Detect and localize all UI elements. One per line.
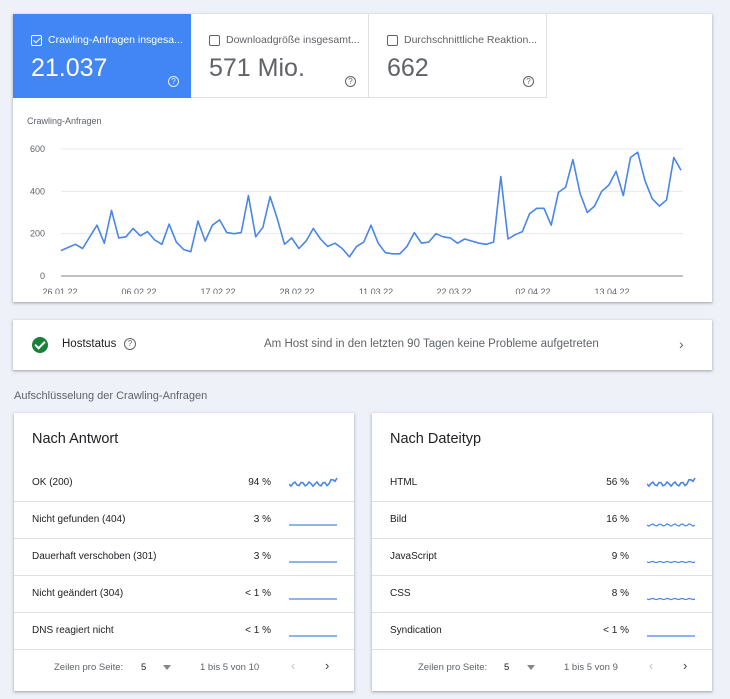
- prev-page-icon[interactable]: ‹: [291, 658, 296, 673]
- rows-per-page-label: Zeilen pro Seite:: [54, 662, 124, 673]
- chevron-right-icon[interactable]: ›: [679, 336, 684, 352]
- sparkline: [647, 477, 696, 488]
- x-tick-label: 13.04.22: [594, 287, 629, 294]
- sparkline: [289, 598, 337, 600]
- y-tick-label: 400: [30, 186, 45, 196]
- row-label: Bild: [390, 514, 407, 525]
- x-tick-label: 11.03.22: [359, 287, 393, 294]
- table-row[interactable]: OK (200) 94 %: [14, 465, 354, 502]
- sparkline: [647, 523, 696, 527]
- row-percentage: 8 %: [611, 588, 629, 599]
- help-icon[interactable]: ?: [124, 338, 136, 350]
- checkbox-checked-icon[interactable]: [31, 34, 42, 46]
- x-tick-label: 06.02.22: [121, 287, 156, 294]
- metric-value: 571 Mio.: [209, 54, 305, 82]
- table-row[interactable]: DNS reagiert nicht < 1 %: [14, 613, 354, 650]
- rows-per-page-select[interactable]: 5: [504, 662, 510, 673]
- host-status-row[interactable]: Hoststatus ? Am Host sind in den letzten…: [13, 320, 712, 370]
- rows-per-page-select[interactable]: 5: [141, 662, 147, 673]
- y-tick-label: 200: [30, 229, 45, 239]
- row-label: Nicht gefunden (404): [32, 514, 126, 525]
- help-icon[interactable]: ?: [523, 76, 534, 87]
- row-percentage: 16 %: [606, 514, 629, 525]
- table-row[interactable]: Syndication < 1 %: [372, 613, 712, 650]
- dropdown-arrow-icon[interactable]: [527, 665, 535, 670]
- row-label: JavaScript: [390, 551, 437, 562]
- row-percentage: 3 %: [253, 514, 271, 525]
- table-row[interactable]: Dauerhaft verschoben (301) 3 %: [14, 539, 354, 576]
- y-tick-label: 600: [30, 144, 45, 154]
- metric-label: Durchschnittliche Reaktion...: [404, 34, 538, 46]
- host-status-title: Hoststatus: [62, 338, 117, 350]
- metric-total-requests-tile[interactable]: Crawling-Anfragen insgesa... 21.037 ?: [13, 14, 191, 98]
- pagination: Zeilen pro Seite: 5 1 bis 5 von 10 ‹ ›: [14, 653, 354, 683]
- sparkline: [647, 597, 696, 601]
- sparkline: [647, 635, 695, 637]
- y-tick-label: 0: [40, 271, 45, 281]
- row-label: Nicht geändert (304): [32, 588, 124, 599]
- sparkline: [289, 635, 337, 637]
- x-tick-label: 02.04.22: [515, 287, 550, 294]
- row-percentage: < 1 %: [245, 588, 271, 599]
- table-row[interactable]: JavaScript 9 %: [372, 539, 712, 576]
- table-row[interactable]: Bild 16 %: [372, 502, 712, 539]
- row-percentage: 56 %: [606, 477, 629, 488]
- row-percentage: 9 %: [611, 551, 629, 562]
- next-page-icon[interactable]: ›: [683, 658, 688, 673]
- table-row[interactable]: HTML 56 %: [372, 465, 712, 502]
- pagination: Zeilen pro Seite: 5 1 bis 5 von 9 ‹ ›: [372, 653, 712, 683]
- row-label: Dauerhaft verschoben (301): [32, 551, 157, 562]
- prev-page-icon[interactable]: ‹: [649, 658, 654, 673]
- series-line: [60, 151, 682, 258]
- row-percentage: 94 %: [248, 477, 271, 488]
- dropdown-arrow-icon[interactable]: [163, 665, 171, 670]
- metric-download-size-tile[interactable]: Downloadgröße insgesamt... 571 Mio. ?: [191, 14, 369, 98]
- row-label: CSS: [390, 588, 411, 599]
- sparkline: [647, 560, 696, 564]
- row-percentage: < 1 %: [245, 625, 271, 636]
- card-title: Nach Antwort: [32, 431, 119, 447]
- host-status-message: Am Host sind in den letzten 90 Tagen kei…: [264, 338, 599, 350]
- row-label: Syndication: [390, 625, 442, 636]
- checkbox-icon[interactable]: [209, 34, 220, 46]
- check-circle-icon: [32, 337, 48, 353]
- crawl-stats-card: Crawling-Anfragen insgesa... 21.037 ? Do…: [13, 14, 712, 302]
- section-title: Aufschlüsselung der Crawling-Anfragen: [14, 390, 208, 402]
- metric-label: Crawling-Anfragen insgesa...: [48, 34, 183, 46]
- x-tick-label: 17.02.22: [200, 287, 235, 294]
- chart-y-label: Crawling-Anfragen: [27, 116, 102, 126]
- next-page-icon[interactable]: ›: [325, 658, 330, 673]
- row-percentage: 3 %: [253, 551, 271, 562]
- row-label: DNS reagiert nicht: [32, 625, 114, 636]
- row-label: OK (200): [32, 477, 73, 488]
- x-tick-label: 28.02.22: [279, 287, 314, 294]
- sparkline: [289, 524, 337, 526]
- metric-value: 21.037: [31, 54, 108, 82]
- row-percentage: < 1 %: [603, 625, 629, 636]
- table-row[interactable]: Nicht gefunden (404) 3 %: [14, 502, 354, 539]
- breakdown-by-response-card: Nach Antwort OK (200) 94 % Nicht gefunden …: [14, 413, 354, 691]
- sparkline: [289, 477, 338, 488]
- page-range: 1 bis 5 von 9: [564, 662, 618, 673]
- card-title: Nach Dateityp: [390, 431, 482, 447]
- metric-label: Downloadgröße insgesamt...: [226, 34, 360, 46]
- page-range: 1 bis 5 von 10: [200, 662, 260, 673]
- x-tick-label: 26.01.22: [42, 287, 77, 294]
- help-icon[interactable]: ?: [168, 76, 179, 87]
- metric-response-time-tile[interactable]: Durchschnittliche Reaktion... 662 ?: [369, 14, 547, 98]
- sparkline: [289, 561, 337, 563]
- x-tick-label: 22.03.22: [436, 287, 471, 294]
- metric-value: 662: [387, 54, 429, 82]
- breakdown-by-filetype-card: Nach Dateityp HTML 56 % Bild 16 % JavaScript…: [372, 413, 712, 691]
- table-row[interactable]: Nicht geändert (304) < 1 %: [14, 576, 354, 613]
- table-row[interactable]: CSS 8 %: [372, 576, 712, 613]
- checkbox-icon[interactable]: [387, 34, 398, 46]
- help-icon[interactable]: ?: [345, 76, 356, 87]
- row-label: HTML: [390, 477, 418, 488]
- crawl-requests-line-chart: 600 400 200 0 26.01.22 06.02.22 17.02.22 28.02.…: [30, 144, 683, 294]
- rows-per-page-label: Zeilen pro Seite:: [418, 662, 488, 673]
